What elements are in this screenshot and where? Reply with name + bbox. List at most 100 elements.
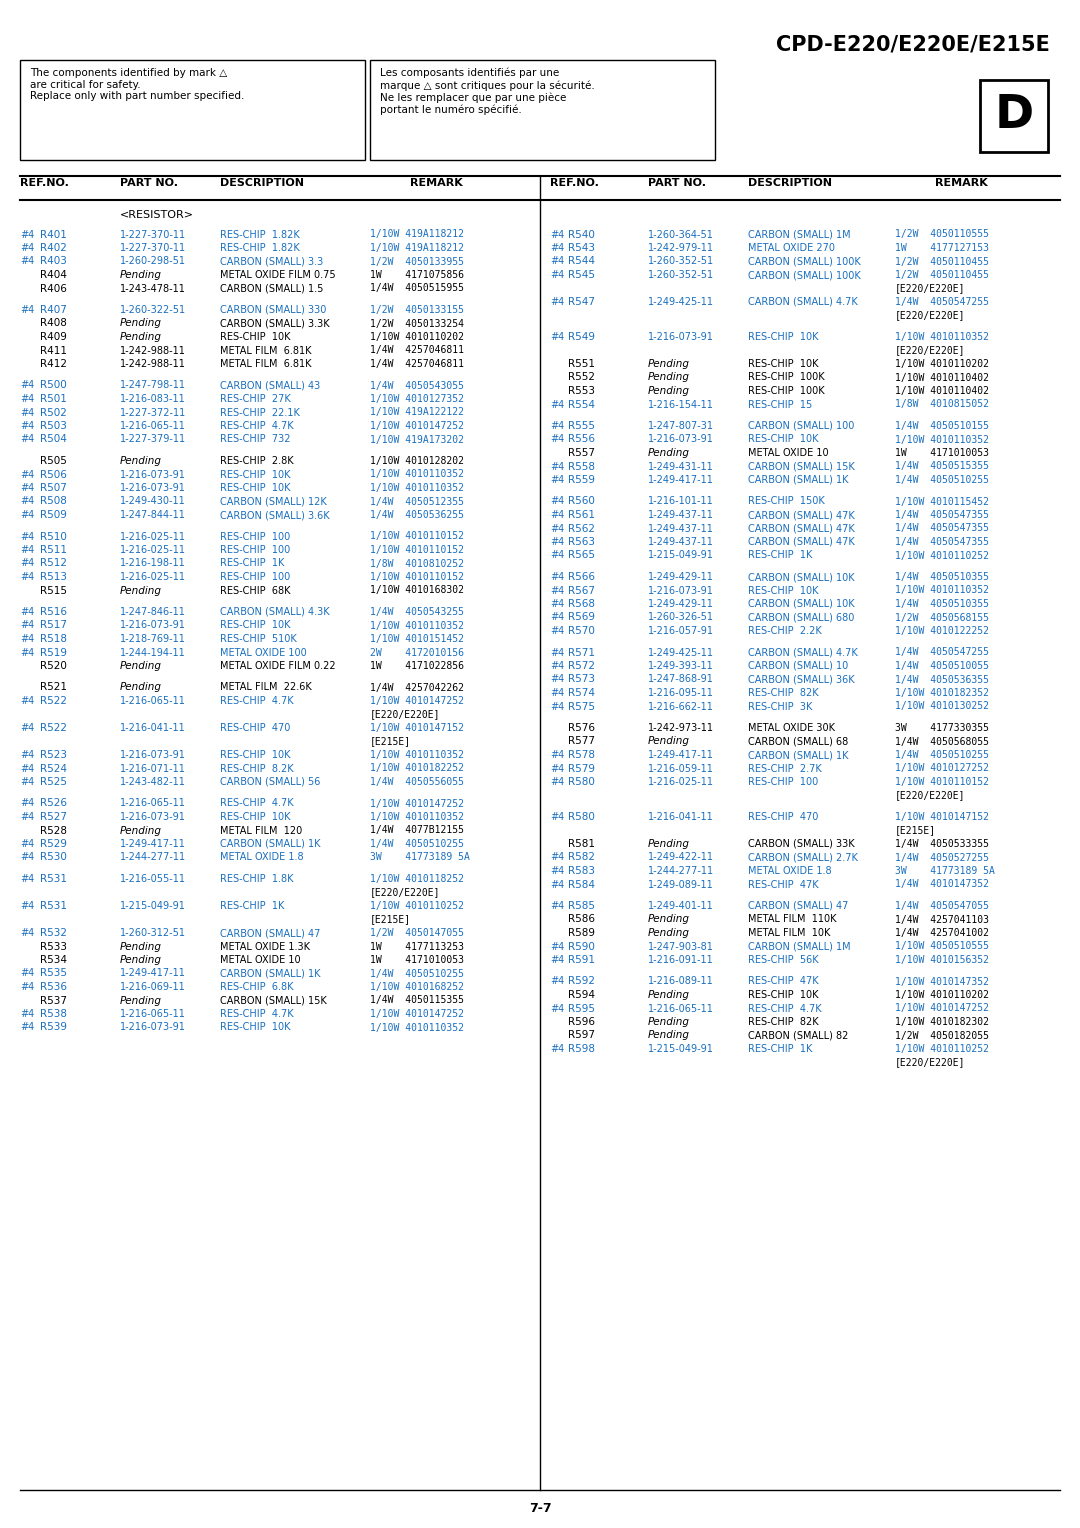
Text: Pending: Pending (120, 585, 162, 596)
Text: #4: #4 (21, 394, 35, 403)
Text: R572: R572 (568, 662, 595, 671)
Text: #4: #4 (21, 229, 35, 240)
Text: RES-CHIP  10K: RES-CHIP 10K (220, 750, 291, 759)
Text: R529: R529 (40, 839, 67, 850)
Text: 1-247-798-11: 1-247-798-11 (120, 380, 186, 391)
Text: 1-227-379-11: 1-227-379-11 (120, 434, 186, 445)
Text: R557: R557 (568, 448, 595, 458)
Text: #4: #4 (550, 941, 564, 952)
Text: [E215E]: [E215E] (370, 736, 411, 747)
Text: 1-216-065-11: 1-216-065-11 (120, 799, 186, 808)
Text: CARBON (SMALL) 33K: CARBON (SMALL) 33K (748, 839, 854, 850)
Text: #4: #4 (550, 648, 564, 657)
Text: CARBON (SMALL) 12K: CARBON (SMALL) 12K (220, 497, 327, 506)
Text: 3W    41773189 5A: 3W 41773189 5A (370, 853, 470, 862)
Text: #4: #4 (550, 550, 564, 561)
Text: R512: R512 (40, 559, 67, 568)
Text: #4: #4 (21, 839, 35, 850)
Text: R590: R590 (568, 941, 595, 952)
Text: 1/4W  4050547355: 1/4W 4050547355 (895, 524, 989, 533)
Text: 1/4W  4050556055: 1/4W 4050556055 (370, 778, 464, 787)
Text: #4: #4 (21, 634, 35, 643)
Text: R553: R553 (568, 387, 595, 396)
Text: 1-218-769-11: 1-218-769-11 (120, 634, 186, 643)
Text: METAL FILM  6.81K: METAL FILM 6.81K (220, 359, 311, 368)
Text: R526: R526 (40, 799, 67, 808)
Text: 1/10W 4010110402: 1/10W 4010110402 (895, 373, 989, 382)
Text: 1W    4171022856: 1W 4171022856 (370, 662, 464, 671)
Text: #4: #4 (550, 296, 564, 307)
Text: [E220/E220E]: [E220/E220E] (370, 888, 441, 897)
Text: 1/2W  4050133254: 1/2W 4050133254 (370, 318, 464, 329)
Text: R508: R508 (40, 497, 67, 506)
Text: #4: #4 (21, 695, 35, 706)
Text: 1-216-073-91: 1-216-073-91 (648, 332, 714, 342)
Text: R559: R559 (568, 475, 595, 484)
Text: 1/10W 4010110352: 1/10W 4010110352 (895, 332, 989, 342)
Text: 1-216-073-91: 1-216-073-91 (120, 750, 186, 759)
Text: 1-216-065-11: 1-216-065-11 (120, 1008, 186, 1019)
Text: 1/10W 4010168252: 1/10W 4010168252 (370, 983, 464, 992)
Text: #4: #4 (21, 408, 35, 417)
Text: #4: #4 (21, 764, 35, 773)
Text: 1/4W  4257041002: 1/4W 4257041002 (895, 927, 989, 938)
Text: 1-247-868-91: 1-247-868-91 (648, 674, 714, 685)
Text: R506: R506 (40, 469, 67, 480)
Text: 1-242-988-11: 1-242-988-11 (120, 359, 186, 368)
Text: METAL OXIDE 1.8: METAL OXIDE 1.8 (748, 866, 832, 876)
Text: R579: R579 (568, 764, 595, 773)
Text: R598: R598 (568, 1044, 595, 1054)
Text: 1-216-089-11: 1-216-089-11 (648, 976, 714, 987)
Text: #4: #4 (21, 483, 35, 494)
Text: 1/10W 4010110202: 1/10W 4010110202 (895, 359, 989, 368)
Text: 1-216-065-11: 1-216-065-11 (648, 1004, 714, 1013)
Text: 1/4W  4050527255: 1/4W 4050527255 (895, 853, 989, 862)
Text: R577: R577 (568, 736, 595, 747)
Text: 1/2W  4050110555: 1/2W 4050110555 (895, 229, 989, 240)
Text: 1-216-073-91: 1-216-073-91 (120, 620, 186, 631)
Text: RES-CHIP  22.1K: RES-CHIP 22.1K (220, 408, 300, 417)
Text: #4: #4 (21, 532, 35, 541)
Text: RES-CHIP  8.2K: RES-CHIP 8.2K (220, 764, 294, 773)
Text: 1/4W  4050510355: 1/4W 4050510355 (895, 599, 989, 610)
Text: RES-CHIP  10K: RES-CHIP 10K (748, 332, 819, 342)
Text: 1-249-425-11: 1-249-425-11 (648, 648, 714, 657)
Text: Les composants identifiés par une
marque △ sont critiques pour la sécurité.
Ne l: Les composants identifiés par une marque… (380, 69, 595, 115)
Text: 1/10W 4010147152: 1/10W 4010147152 (895, 811, 989, 822)
Text: #4: #4 (550, 524, 564, 533)
Text: R595: R595 (568, 1004, 595, 1013)
Text: METAL FILM  120: METAL FILM 120 (220, 825, 302, 836)
Text: RES-CHIP  100: RES-CHIP 100 (748, 778, 819, 787)
Text: R594: R594 (568, 990, 595, 999)
Text: Pending: Pending (120, 941, 162, 952)
Text: CARBON (SMALL) 47: CARBON (SMALL) 47 (220, 927, 321, 938)
Text: RES-CHIP  2.7K: RES-CHIP 2.7K (748, 764, 822, 773)
Text: R547: R547 (568, 296, 595, 307)
Text: METAL OXIDE 1.3K: METAL OXIDE 1.3K (220, 941, 310, 952)
Text: RES-CHIP  47K: RES-CHIP 47K (748, 976, 819, 987)
Text: #4: #4 (21, 469, 35, 480)
Text: R516: R516 (40, 607, 67, 617)
Text: #4: #4 (550, 461, 564, 472)
Text: #4: #4 (550, 229, 564, 240)
Text: R409: R409 (40, 332, 67, 342)
Text: #4: #4 (21, 969, 35, 978)
Text: R532: R532 (40, 927, 67, 938)
Text: METAL OXIDE 270: METAL OXIDE 270 (748, 243, 835, 254)
Text: CARBON (SMALL) 47K: CARBON (SMALL) 47K (748, 524, 854, 533)
Text: 1-216-073-91: 1-216-073-91 (120, 1022, 186, 1033)
Text: CARBON (SMALL) 10K: CARBON (SMALL) 10K (748, 599, 854, 610)
Text: 1/10W 4010110352: 1/10W 4010110352 (895, 585, 989, 596)
Text: 1-216-095-11: 1-216-095-11 (648, 688, 714, 698)
Text: 2W    4172010156: 2W 4172010156 (370, 648, 464, 657)
Text: #4: #4 (550, 853, 564, 862)
Text: 1/10W 4010110152: 1/10W 4010110152 (895, 778, 989, 787)
Text: Pending: Pending (648, 839, 690, 850)
Text: R531: R531 (40, 902, 67, 911)
Text: <RESISTOR>: <RESISTOR> (120, 209, 194, 220)
Text: 3W    41773189 5A: 3W 41773189 5A (895, 866, 995, 876)
Text: 1-216-662-11: 1-216-662-11 (648, 701, 714, 712)
Text: 1/4W  4050515955: 1/4W 4050515955 (370, 284, 464, 293)
Text: CARBON (SMALL) 330: CARBON (SMALL) 330 (220, 306, 326, 315)
Text: 1-260-364-51: 1-260-364-51 (648, 229, 714, 240)
